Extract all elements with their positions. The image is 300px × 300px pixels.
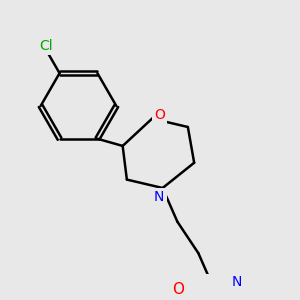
Text: O: O bbox=[172, 282, 184, 297]
Text: Cl: Cl bbox=[39, 39, 53, 52]
Text: O: O bbox=[154, 108, 165, 122]
Text: N: N bbox=[154, 190, 164, 204]
Text: N: N bbox=[232, 275, 242, 289]
